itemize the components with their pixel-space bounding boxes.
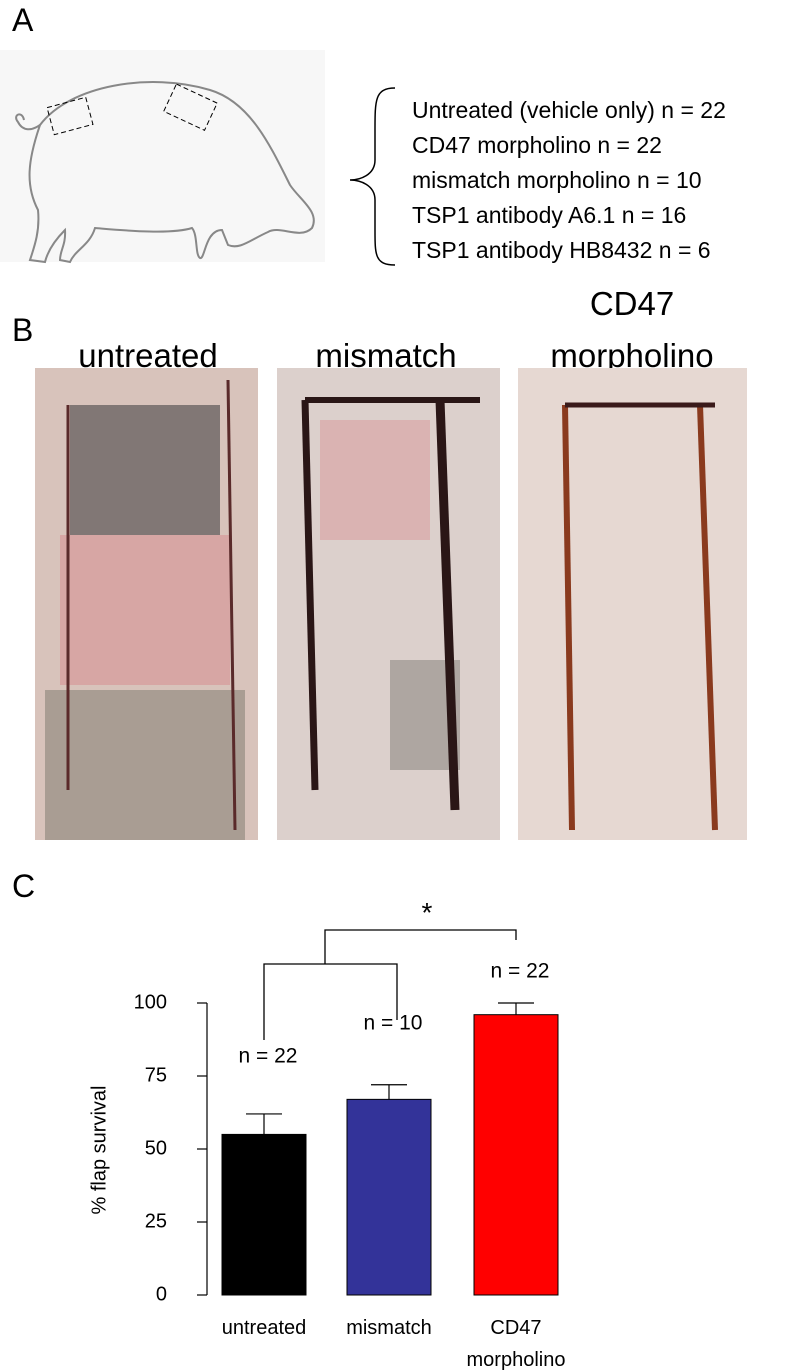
n-annotation: n = 10 — [364, 1011, 423, 1034]
photo-label: CD47 morpholino — [550, 285, 714, 374]
n-annotation: n = 22 — [491, 960, 550, 983]
error-bar — [371, 1084, 407, 1100]
flap-outline — [46, 96, 94, 136]
group-label: CD47 morpholino n = 22 — [412, 132, 662, 158]
bar — [346, 1098, 432, 1296]
photo-mismatch — [277, 368, 500, 840]
photo-label: untreated — [78, 337, 218, 374]
panel-label: C — [12, 868, 36, 904]
y-tick-label: 0 — [156, 1283, 167, 1305]
significance-star: * — [422, 897, 433, 928]
group-label: TSP1 antibody A6.1 n = 16 — [412, 202, 687, 228]
pig-tail — [15, 113, 41, 131]
pig-outline — [28, 81, 315, 264]
drawing-background — [0, 50, 325, 262]
significance-bracket — [263, 929, 517, 1040]
group-label: Untreated (vehicle only) n = 22 — [412, 97, 726, 123]
x-tick-label: untreated — [221, 1317, 307, 1339]
panel-label: A — [12, 2, 34, 38]
y-tick-label: 75 — [145, 1064, 167, 1086]
y-axis-label: % flap survival — [88, 1086, 110, 1215]
photo-label: mismatch — [315, 337, 457, 374]
flap-outline — [163, 83, 218, 131]
group-label: TSP1 antibody HB8432 n = 6 — [412, 237, 711, 263]
photo-untreated — [35, 368, 258, 840]
error-bar — [498, 1002, 534, 1015]
photos — [35, 368, 747, 840]
brace — [349, 87, 396, 266]
panel-label: B — [12, 312, 34, 348]
pig-drawing — [0, 50, 325, 264]
bar — [221, 1133, 307, 1296]
x-tick-label: CD47 morpholino — [466, 1317, 566, 1371]
bar — [473, 1014, 559, 1296]
photo-cd47 — [518, 368, 747, 840]
group-label: mismatch morpholino n = 10 — [412, 167, 702, 193]
error-bar — [246, 1113, 282, 1135]
y-tick-label: 100 — [134, 991, 167, 1013]
y-tick-label: 25 — [145, 1210, 167, 1232]
y-tick-label: 50 — [145, 1137, 167, 1159]
x-tick-label: mismatch — [346, 1317, 432, 1339]
n-annotation: n = 22 — [239, 1045, 298, 1068]
